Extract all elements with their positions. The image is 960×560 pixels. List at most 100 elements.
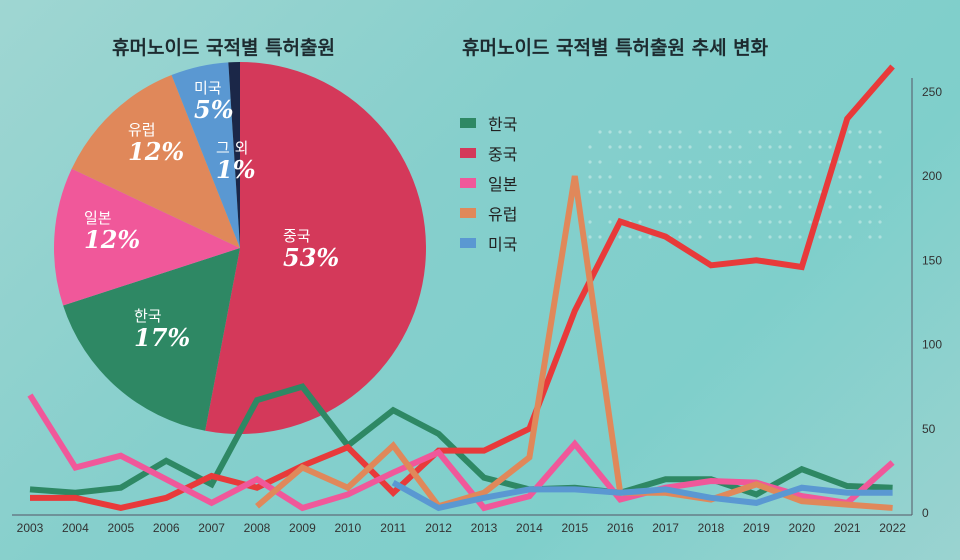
decor-dot bbox=[708, 130, 712, 134]
decor-dot bbox=[758, 205, 762, 209]
decor-dot bbox=[708, 175, 712, 179]
pie-slice bbox=[53, 168, 240, 306]
decor-dot bbox=[868, 130, 872, 134]
decor-dot bbox=[848, 235, 852, 239]
decor-dot bbox=[668, 130, 672, 134]
decor-dot bbox=[838, 190, 842, 194]
decor-dot bbox=[728, 235, 732, 239]
legend-item-europe: 유럽 bbox=[460, 198, 517, 228]
decor-dot bbox=[738, 145, 742, 149]
decor-dot bbox=[838, 175, 842, 179]
decor-dot bbox=[868, 145, 872, 149]
x-tick-label: 2013 bbox=[471, 521, 498, 535]
x-tick-label: 2017 bbox=[652, 521, 679, 535]
x-tick-label: 2014 bbox=[516, 521, 543, 535]
x-tick-label: 2010 bbox=[334, 521, 361, 535]
decor-dot bbox=[788, 145, 792, 149]
decor-dot bbox=[658, 205, 662, 209]
decor-dot bbox=[718, 130, 722, 134]
decor-dot bbox=[798, 235, 802, 239]
decor-dot bbox=[598, 235, 602, 239]
decor-dot bbox=[868, 220, 872, 224]
decor-dot bbox=[618, 160, 622, 164]
decor-dot bbox=[658, 190, 662, 194]
x-tick-label: 2003 bbox=[17, 521, 44, 535]
decor-dot bbox=[768, 130, 772, 134]
decor-dot bbox=[878, 130, 882, 134]
legend-label: 중국 bbox=[488, 145, 518, 164]
legend-label: 미국 bbox=[488, 235, 518, 254]
legend-label: 한국 bbox=[488, 115, 518, 134]
decor-dot bbox=[688, 235, 692, 239]
background-decoration bbox=[588, 130, 882, 239]
decor-dot bbox=[638, 220, 642, 224]
decor-dot bbox=[738, 190, 742, 194]
decor-dot bbox=[628, 130, 632, 134]
decor-dot bbox=[678, 235, 682, 239]
decor-dot bbox=[808, 145, 812, 149]
decor-dot bbox=[778, 235, 782, 239]
decor-dot bbox=[748, 205, 752, 209]
decor-dot bbox=[848, 190, 852, 194]
y-tick-label: 200 bbox=[922, 169, 942, 183]
decor-dot bbox=[828, 145, 832, 149]
decor-dot bbox=[818, 160, 822, 164]
line-chart-series bbox=[27, 64, 895, 512]
decor-dot bbox=[668, 220, 672, 224]
decor-dot bbox=[648, 175, 652, 179]
decor-dot bbox=[648, 205, 652, 209]
decor-dot bbox=[808, 130, 812, 134]
decor-dot bbox=[768, 235, 772, 239]
decor-dot bbox=[758, 190, 762, 194]
legend-swatch bbox=[460, 238, 476, 248]
decor-dot bbox=[728, 160, 732, 164]
decor-dot bbox=[678, 220, 682, 224]
decor-dot bbox=[638, 160, 642, 164]
decor-dot bbox=[678, 160, 682, 164]
decor-dot bbox=[668, 205, 672, 209]
decor-dot bbox=[758, 175, 762, 179]
decor-dot bbox=[768, 160, 772, 164]
pie-label-korea: 한국 17% bbox=[134, 307, 191, 352]
decor-dot bbox=[818, 220, 822, 224]
decor-dot bbox=[588, 175, 592, 179]
decor-dot bbox=[858, 175, 862, 179]
decor-dot bbox=[708, 145, 712, 149]
decor-dot bbox=[798, 205, 802, 209]
decor-dot bbox=[638, 235, 642, 239]
legend-swatch bbox=[460, 118, 476, 128]
decor-dot bbox=[588, 220, 592, 224]
decor-dot bbox=[858, 205, 862, 209]
decor-dot bbox=[868, 160, 872, 164]
decor-dot bbox=[608, 220, 612, 224]
decor-dot bbox=[628, 160, 632, 164]
decor-dot bbox=[608, 190, 612, 194]
decor-dot bbox=[658, 175, 662, 179]
decor-dot bbox=[758, 130, 762, 134]
decor-dot bbox=[778, 160, 782, 164]
decor-dot bbox=[678, 175, 682, 179]
decor-dot bbox=[668, 190, 672, 194]
x-tick-label: 2004 bbox=[62, 521, 89, 535]
pie-slice bbox=[205, 62, 427, 434]
decor-dot bbox=[618, 205, 622, 209]
decor-dot bbox=[598, 130, 602, 134]
y-tick-label: 50 bbox=[922, 422, 936, 436]
decor-dot bbox=[678, 205, 682, 209]
decor-dot bbox=[678, 130, 682, 134]
decor-dot bbox=[808, 220, 812, 224]
decor-dot bbox=[818, 145, 822, 149]
decor-dot bbox=[868, 235, 872, 239]
decor-dot bbox=[808, 175, 812, 179]
decor-dot bbox=[658, 145, 662, 149]
y-tick-label: 100 bbox=[922, 338, 942, 352]
decor-dot bbox=[818, 235, 822, 239]
decor-dot bbox=[778, 220, 782, 224]
decor-dot bbox=[698, 205, 702, 209]
decor-dot bbox=[628, 205, 632, 209]
decor-dot bbox=[828, 205, 832, 209]
decor-dot bbox=[818, 190, 822, 194]
decor-dot bbox=[628, 145, 632, 149]
decor-dot bbox=[648, 235, 652, 239]
